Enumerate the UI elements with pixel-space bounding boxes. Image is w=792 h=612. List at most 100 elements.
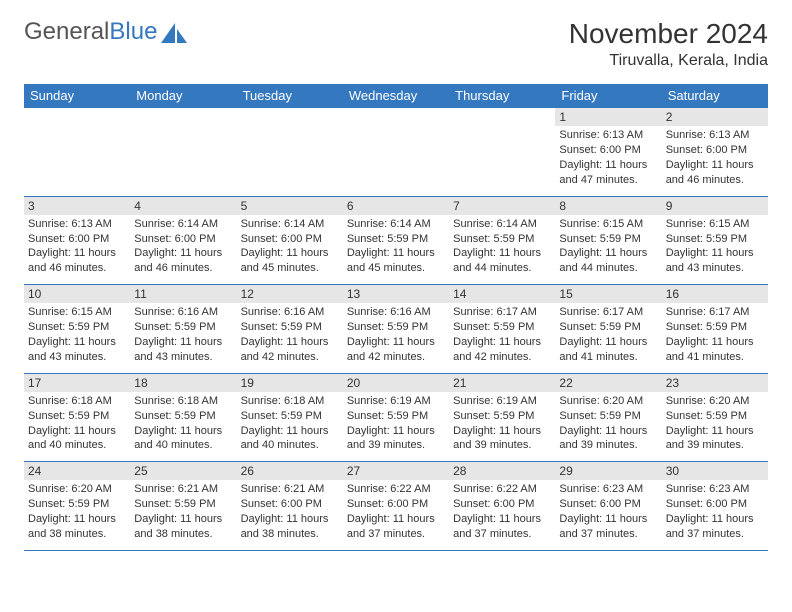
daylight-text: Daylight: 11 hours and 39 minutes. xyxy=(666,424,764,454)
daylight-text: Daylight: 11 hours and 46 minutes. xyxy=(28,246,126,276)
calendar-cell: 14Sunrise: 6:17 AMSunset: 5:59 PMDayligh… xyxy=(449,285,555,374)
sunset-text: Sunset: 5:59 PM xyxy=(134,320,232,335)
daylight-text: Daylight: 11 hours and 44 minutes. xyxy=(453,246,551,276)
col-header: Thursday xyxy=(449,84,555,108)
sunrise-text: Sunrise: 6:21 AM xyxy=(241,482,339,497)
day-number: 16 xyxy=(662,285,768,303)
daylight-text: Daylight: 11 hours and 37 minutes. xyxy=(347,512,445,542)
sunrise-text: Sunrise: 6:23 AM xyxy=(559,482,657,497)
day-number: 2 xyxy=(662,108,768,126)
month-title: November 2024 xyxy=(569,18,768,50)
sunrise-text: Sunrise: 6:21 AM xyxy=(134,482,232,497)
col-header: Tuesday xyxy=(237,84,343,108)
calendar-week: 24Sunrise: 6:20 AMSunset: 5:59 PMDayligh… xyxy=(24,462,768,551)
daylight-text: Daylight: 11 hours and 45 minutes. xyxy=(347,246,445,276)
calendar-table: Sunday Monday Tuesday Wednesday Thursday… xyxy=(24,84,768,551)
sunrise-text: Sunrise: 6:13 AM xyxy=(28,217,126,232)
calendar-cell: 8 Sunrise: 6:15 AMSunset: 5:59 PMDaylight… xyxy=(555,196,661,285)
calendar-cell: 9Sunrise: 6:15 AMSunset: 5:59 PMDaylight… xyxy=(662,196,768,285)
sunrise-text: Sunrise: 6:22 AM xyxy=(347,482,445,497)
calendar-cell: 2Sunrise: 6:13 AMSunset: 6:00 PMDaylight… xyxy=(662,108,768,197)
sunset-text: Sunset: 5:59 PM xyxy=(559,232,657,247)
calendar-cell: 18Sunrise: 6:18 AMSunset: 5:59 PMDayligh… xyxy=(130,373,236,462)
sunset-text: Sunset: 5:59 PM xyxy=(453,232,551,247)
sunrise-text: Sunrise: 6:20 AM xyxy=(28,482,126,497)
calendar-cell: 27Sunrise: 6:22 AMSunset: 6:00 PMDayligh… xyxy=(343,462,449,551)
day-number: 20 xyxy=(343,374,449,392)
sunset-text: Sunset: 5:59 PM xyxy=(666,409,764,424)
sunset-text: Sunset: 6:00 PM xyxy=(134,232,232,247)
day-number: 28 xyxy=(449,462,555,480)
calendar-cell: 3Sunrise: 6:13 AMSunset: 6:00 PMDaylight… xyxy=(24,196,130,285)
sunset-text: Sunset: 5:59 PM xyxy=(241,409,339,424)
day-number xyxy=(130,108,236,110)
daylight-text: Daylight: 11 hours and 47 minutes. xyxy=(559,158,657,188)
sunset-text: Sunset: 5:59 PM xyxy=(347,232,445,247)
calendar-cell: 11Sunrise: 6:16 AMSunset: 5:59 PMDayligh… xyxy=(130,285,236,374)
sunset-text: Sunset: 5:59 PM xyxy=(347,320,445,335)
daylight-text: Daylight: 11 hours and 38 minutes. xyxy=(28,512,126,542)
daylight-text: Daylight: 11 hours and 42 minutes. xyxy=(347,335,445,365)
header: GeneralBlue November 2024 Tiruvalla, Ker… xyxy=(24,18,768,70)
calendar-cell: 26Sunrise: 6:21 AMSunset: 6:00 PMDayligh… xyxy=(237,462,343,551)
sunset-text: Sunset: 5:59 PM xyxy=(559,409,657,424)
sunrise-text: Sunrise: 6:17 AM xyxy=(666,305,764,320)
calendar-cell xyxy=(449,108,555,197)
col-header: Saturday xyxy=(662,84,768,108)
daylight-text: Daylight: 11 hours and 38 minutes. xyxy=(241,512,339,542)
calendar-cell: 21Sunrise: 6:19 AMSunset: 5:59 PMDayligh… xyxy=(449,373,555,462)
day-number: 18 xyxy=(130,374,236,392)
day-number: 27 xyxy=(343,462,449,480)
daylight-text: Daylight: 11 hours and 37 minutes. xyxy=(559,512,657,542)
sunset-text: Sunset: 5:59 PM xyxy=(559,320,657,335)
calendar-cell: 10Sunrise: 6:15 AMSunset: 5:59 PMDayligh… xyxy=(24,285,130,374)
sunrise-text: Sunrise: 6:14 AM xyxy=(134,217,232,232)
calendar-cell xyxy=(343,108,449,197)
calendar-cell: 30Sunrise: 6:23 AMSunset: 6:00 PMDayligh… xyxy=(662,462,768,551)
day-number: 13 xyxy=(343,285,449,303)
day-number: 25 xyxy=(130,462,236,480)
day-number xyxy=(449,108,555,110)
day-number: 8 xyxy=(555,197,661,215)
daylight-text: Daylight: 11 hours and 43 minutes. xyxy=(134,335,232,365)
daylight-text: Daylight: 11 hours and 43 minutes. xyxy=(666,246,764,276)
calendar-cell: 28Sunrise: 6:22 AMSunset: 6:00 PMDayligh… xyxy=(449,462,555,551)
calendar-cell: 19Sunrise: 6:18 AMSunset: 5:59 PMDayligh… xyxy=(237,373,343,462)
sunset-text: Sunset: 6:00 PM xyxy=(559,143,657,158)
day-number: 7 xyxy=(449,197,555,215)
calendar-week: 17Sunrise: 6:18 AMSunset: 5:59 PMDayligh… xyxy=(24,373,768,462)
sunrise-text: Sunrise: 6:20 AM xyxy=(666,394,764,409)
sunset-text: Sunset: 5:59 PM xyxy=(28,497,126,512)
calendar-cell: 25Sunrise: 6:21 AMSunset: 5:59 PMDayligh… xyxy=(130,462,236,551)
calendar-head: Sunday Monday Tuesday Wednesday Thursday… xyxy=(24,84,768,108)
calendar-week: 1Sunrise: 6:13 AMSunset: 6:00 PMDaylight… xyxy=(24,108,768,197)
sunrise-text: Sunrise: 6:13 AM xyxy=(559,128,657,143)
col-header: Friday xyxy=(555,84,661,108)
sunrise-text: Sunrise: 6:14 AM xyxy=(453,217,551,232)
daylight-text: Daylight: 11 hours and 41 minutes. xyxy=(559,335,657,365)
calendar-cell xyxy=(130,108,236,197)
logo-text-1: General xyxy=(24,18,109,46)
sunrise-text: Sunrise: 6:15 AM xyxy=(666,217,764,232)
calendar-cell: 15Sunrise: 6:17 AMSunset: 5:59 PMDayligh… xyxy=(555,285,661,374)
daylight-text: Daylight: 11 hours and 44 minutes. xyxy=(559,246,657,276)
sunrise-text: Sunrise: 6:18 AM xyxy=(28,394,126,409)
sunset-text: Sunset: 5:59 PM xyxy=(241,320,339,335)
calendar-week: 10Sunrise: 6:15 AMSunset: 5:59 PMDayligh… xyxy=(24,285,768,374)
calendar-cell: 4Sunrise: 6:14 AMSunset: 6:00 PMDaylight… xyxy=(130,196,236,285)
logo-text-2: Blue xyxy=(109,18,157,46)
daylight-text: Daylight: 11 hours and 39 minutes. xyxy=(453,424,551,454)
day-number: 26 xyxy=(237,462,343,480)
sunset-text: Sunset: 5:59 PM xyxy=(28,409,126,424)
sunrise-text: Sunrise: 6:22 AM xyxy=(453,482,551,497)
sunrise-text: Sunrise: 6:15 AM xyxy=(559,217,657,232)
sunset-text: Sunset: 5:59 PM xyxy=(134,497,232,512)
daylight-text: Daylight: 11 hours and 43 minutes. xyxy=(28,335,126,365)
daylight-text: Daylight: 11 hours and 37 minutes. xyxy=(666,512,764,542)
title-block: November 2024 Tiruvalla, Kerala, India xyxy=(569,18,768,70)
calendar-cell: 12Sunrise: 6:16 AMSunset: 5:59 PMDayligh… xyxy=(237,285,343,374)
day-number: 15 xyxy=(555,285,661,303)
sunset-text: Sunset: 6:00 PM xyxy=(559,497,657,512)
calendar-cell: 6Sunrise: 6:14 AMSunset: 5:59 PMDaylight… xyxy=(343,196,449,285)
day-number: 4 xyxy=(130,197,236,215)
